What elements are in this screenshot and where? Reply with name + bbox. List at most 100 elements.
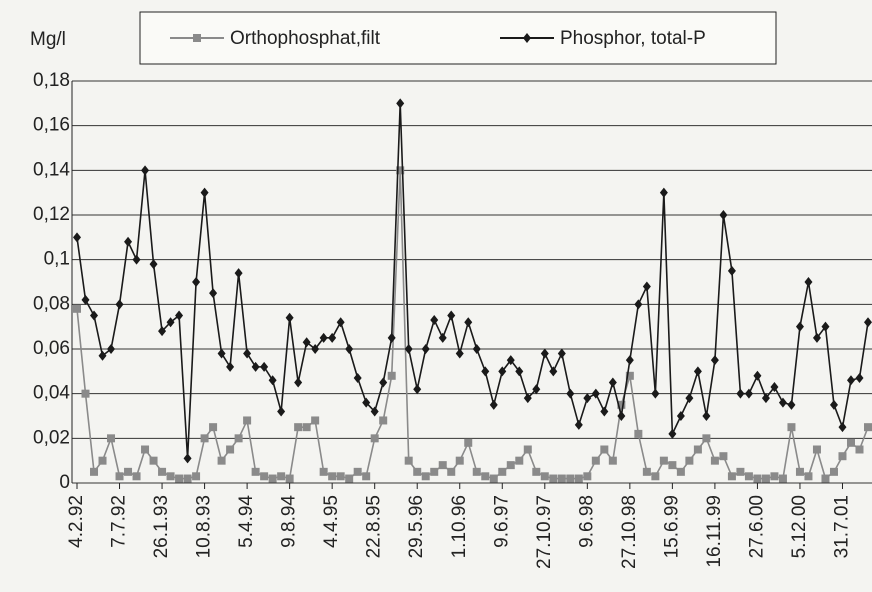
data-point bbox=[727, 265, 736, 276]
data-point bbox=[761, 474, 770, 483]
data-point bbox=[642, 467, 651, 476]
data-point bbox=[311, 344, 320, 354]
data-point bbox=[778, 397, 787, 408]
data-point bbox=[710, 456, 719, 465]
data-point bbox=[336, 317, 345, 328]
data-point bbox=[591, 388, 600, 399]
data-point bbox=[192, 277, 201, 287]
data-point bbox=[855, 373, 864, 384]
x-tick-label: 4.2.92 bbox=[66, 495, 87, 548]
data-point bbox=[506, 355, 515, 366]
x-tick-label: 29.5.96 bbox=[406, 495, 427, 558]
data-point bbox=[557, 474, 566, 483]
data-point bbox=[532, 467, 541, 476]
data-point bbox=[481, 472, 490, 481]
y-tick-label: 0,14 bbox=[33, 159, 70, 180]
data-point bbox=[506, 461, 515, 470]
x-tick-label: 1.10.96 bbox=[449, 495, 470, 558]
data-point bbox=[370, 434, 379, 443]
y-tick-label: 0,04 bbox=[33, 383, 70, 404]
data-point bbox=[685, 456, 694, 465]
x-tick-label: 27.10.97 bbox=[534, 495, 555, 569]
data-point bbox=[107, 434, 116, 443]
data-point bbox=[668, 428, 677, 439]
data-point bbox=[574, 474, 583, 483]
data-point bbox=[132, 472, 141, 481]
data-point bbox=[736, 388, 745, 399]
data-point bbox=[617, 400, 626, 409]
data-point bbox=[413, 384, 422, 395]
y-tick-label: 0,16 bbox=[33, 115, 70, 136]
data-point bbox=[447, 310, 456, 321]
data-point bbox=[132, 254, 141, 265]
data-point bbox=[430, 467, 439, 476]
data-point bbox=[549, 474, 558, 483]
data-point bbox=[532, 384, 541, 395]
data-point bbox=[362, 397, 371, 408]
data-point bbox=[566, 474, 575, 483]
data-point bbox=[634, 299, 643, 310]
data-point bbox=[659, 456, 668, 465]
data-point bbox=[489, 399, 498, 410]
data-point bbox=[251, 467, 260, 476]
data-point bbox=[761, 393, 770, 404]
data-point bbox=[864, 317, 872, 328]
data-point bbox=[268, 375, 277, 386]
data-point bbox=[812, 332, 821, 343]
data-point bbox=[404, 456, 413, 465]
x-tick-label: 9.6.98 bbox=[576, 495, 597, 548]
data-point bbox=[736, 467, 745, 476]
data-point bbox=[812, 445, 821, 454]
data-point bbox=[209, 423, 218, 432]
series-line bbox=[76, 103, 869, 459]
data-point bbox=[107, 344, 116, 354]
data-point bbox=[251, 361, 260, 372]
data-point bbox=[753, 474, 762, 483]
x-tick-label: 4.4.95 bbox=[321, 495, 342, 548]
data-point bbox=[676, 467, 685, 476]
data-point bbox=[787, 399, 796, 410]
data-point bbox=[90, 467, 99, 476]
data-point bbox=[81, 389, 90, 398]
data-point bbox=[387, 371, 396, 380]
data-point bbox=[472, 467, 481, 476]
series-line bbox=[76, 170, 869, 480]
data-point bbox=[243, 348, 252, 359]
data-point bbox=[744, 388, 753, 399]
data-point bbox=[260, 472, 269, 481]
data-point bbox=[200, 434, 209, 443]
data-point bbox=[719, 452, 728, 461]
data-point bbox=[693, 366, 702, 377]
data-point bbox=[846, 438, 855, 447]
data-point bbox=[829, 467, 838, 476]
data-point bbox=[345, 344, 354, 354]
data-point bbox=[124, 467, 133, 476]
data-point bbox=[821, 321, 830, 332]
data-point bbox=[115, 472, 124, 481]
data-point bbox=[183, 453, 192, 464]
data-point bbox=[328, 332, 337, 343]
data-point bbox=[787, 423, 796, 432]
data-point bbox=[455, 456, 464, 465]
data-point bbox=[693, 445, 702, 454]
data-point bbox=[192, 472, 201, 481]
y-tick-label: 0,18 bbox=[33, 70, 70, 91]
data-point bbox=[676, 411, 685, 421]
data-point bbox=[404, 344, 413, 354]
data-point bbox=[685, 393, 694, 404]
data-point bbox=[243, 416, 252, 425]
data-point bbox=[158, 326, 167, 337]
x-tick-label: 9.6.97 bbox=[491, 495, 512, 548]
data-point bbox=[455, 348, 464, 359]
data-point bbox=[430, 314, 439, 325]
y-axis-label: Mg/l bbox=[30, 29, 66, 50]
data-point bbox=[226, 361, 235, 372]
data-point bbox=[421, 472, 430, 481]
data-point bbox=[770, 472, 779, 481]
x-tick-label: 27.10.98 bbox=[619, 495, 640, 569]
data-point bbox=[498, 366, 507, 377]
data-point bbox=[557, 348, 566, 359]
data-point bbox=[838, 452, 847, 461]
data-point bbox=[651, 388, 660, 399]
